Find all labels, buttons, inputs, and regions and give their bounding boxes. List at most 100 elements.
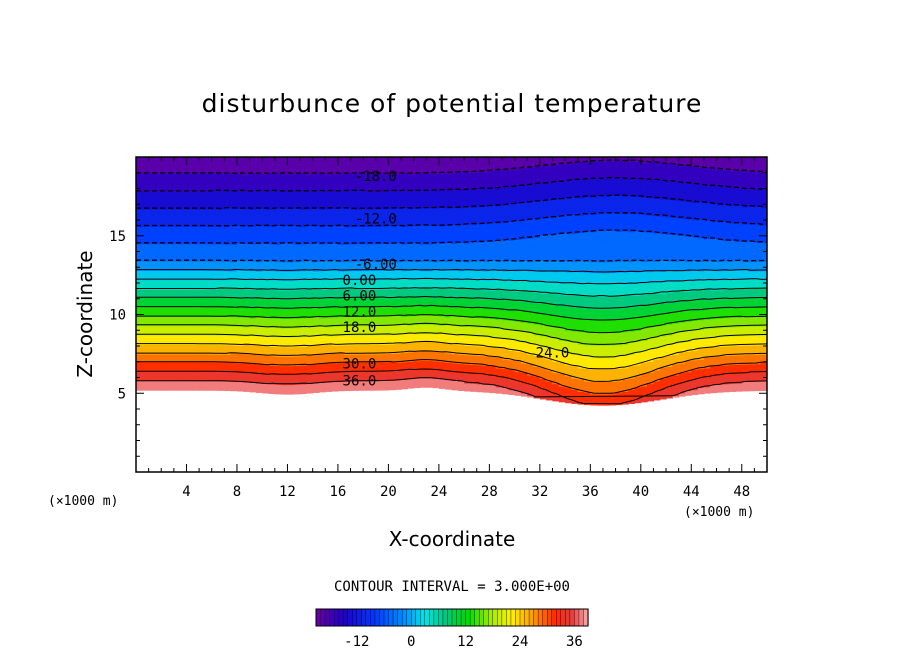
field-cell: [224, 283, 232, 286]
field-cell: [218, 374, 225, 377]
field-cell: [306, 225, 314, 229]
field-cell: [287, 351, 295, 354]
field-cell: [325, 188, 333, 191]
field-cell: [161, 215, 169, 218]
field-cell: [331, 160, 339, 164]
field-cell: [192, 193, 200, 196]
field-cell: [331, 217, 339, 220]
field-cell: [148, 353, 156, 357]
field-cell: [255, 176, 263, 179]
field-cell: [205, 210, 213, 213]
field-cell: [318, 179, 326, 182]
field-cell: [186, 190, 194, 193]
field-cell: [211, 353, 219, 357]
field-cell: [318, 223, 326, 226]
field-cell: [148, 350, 156, 353]
field-cell: [154, 346, 162, 349]
field-cell: [205, 154, 212, 156]
field-cell: [262, 240, 270, 243]
field-cell: [205, 148, 212, 150]
field-cell: [262, 164, 270, 167]
field-cell: [287, 392, 295, 395]
field-cell: [243, 309, 251, 312]
field-cell: [306, 337, 314, 340]
field-cell: [249, 295, 257, 298]
field-cell: [300, 280, 307, 283]
field-cell: [199, 328, 207, 331]
field-cell: [199, 257, 207, 260]
field-cell: [167, 295, 175, 298]
field-cell: [154, 372, 162, 375]
field-cell: [148, 303, 156, 306]
field-cell: [312, 228, 320, 231]
field-cell: [161, 331, 169, 335]
field-cell: [148, 240, 156, 243]
field-cell: [218, 237, 225, 240]
field-cell: [148, 213, 156, 216]
field-cell: [167, 358, 175, 361]
field-cell: [224, 344, 232, 347]
field-cell: [180, 357, 188, 360]
field-cell: [281, 324, 289, 327]
field-cell: [136, 372, 143, 375]
field-cell: [300, 391, 307, 394]
field-cell: [148, 172, 156, 175]
field-cell: [300, 291, 307, 294]
field-cell: [325, 169, 333, 172]
field-cell: [167, 210, 175, 213]
field-cell: [205, 279, 213, 283]
field-cell: [318, 212, 326, 215]
field-cell: [161, 289, 169, 292]
field-cell: [230, 193, 238, 196]
field-cell: [287, 319, 295, 323]
field-cell: [331, 312, 339, 315]
field-cell: [281, 327, 289, 331]
field-cell: [205, 262, 213, 265]
field-cell: [173, 223, 181, 226]
field-cell: [142, 284, 150, 287]
field-cell: [205, 336, 213, 339]
field-cell: [173, 213, 181, 216]
field-cell: [243, 188, 251, 191]
field-cell: [205, 223, 213, 226]
field-cell: [274, 311, 282, 315]
field-cell: [249, 357, 257, 360]
field-cell: [199, 240, 207, 243]
field-cell: [168, 152, 175, 154]
field-cell: [236, 225, 244, 228]
field-cell: [167, 238, 175, 242]
field-cell: [136, 151, 143, 153]
field-cell: [154, 273, 162, 276]
field-cell: [230, 354, 238, 357]
field-cell: [161, 388, 169, 391]
field-cell: [148, 316, 156, 319]
field-cell: [255, 390, 263, 393]
field-cell: [293, 179, 301, 182]
field-cell: [249, 313, 257, 316]
field-cell: [281, 217, 289, 220]
field-cell: [211, 174, 219, 177]
field-cell: [249, 224, 257, 228]
field-cell: [262, 296, 270, 299]
field-cell: [218, 287, 225, 291]
field-cell: [243, 180, 251, 183]
field-cell: [325, 158, 333, 161]
field-cell: [154, 175, 162, 179]
field-cell: [154, 248, 162, 251]
field-cell: [155, 152, 162, 154]
field-cell: [161, 196, 169, 199]
field-cell: [249, 325, 257, 328]
field-cell: [300, 174, 307, 177]
field-cell: [173, 363, 181, 366]
field-cell: [243, 166, 251, 169]
field-cell: [148, 196, 156, 199]
field-cell: [224, 365, 232, 368]
field-cell: [161, 168, 169, 171]
field-cell: [312, 225, 320, 228]
field-cell: [331, 195, 339, 198]
field-cell: [230, 267, 238, 270]
field-cell: [136, 382, 143, 385]
field-cell: [167, 308, 175, 311]
field-cell: [161, 346, 169, 349]
field-cell: [306, 166, 314, 169]
